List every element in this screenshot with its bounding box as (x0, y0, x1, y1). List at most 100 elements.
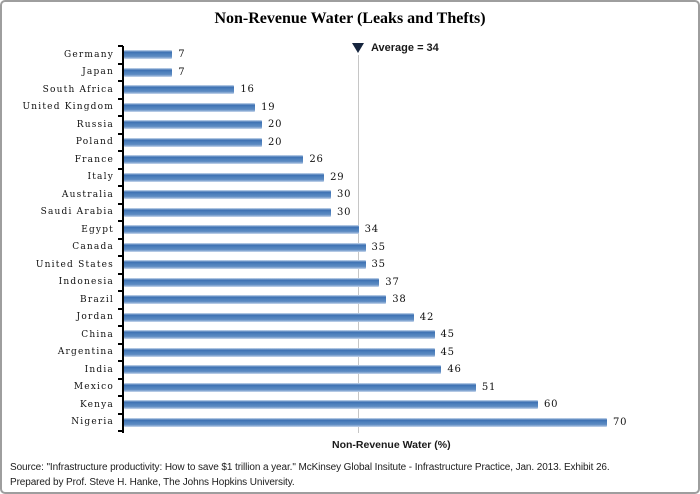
chart-row: Poland 20 (2, 134, 698, 152)
bar (124, 295, 387, 305)
source-text: Source: "Infrastructure productivity: Ho… (10, 462, 610, 473)
value-label: 34 (364, 224, 379, 236)
bar (124, 400, 538, 410)
y-axis-tick (118, 62, 123, 65)
bar (124, 102, 256, 112)
value-label: 19 (261, 101, 276, 113)
bar (124, 260, 366, 270)
bar (124, 67, 173, 77)
chart-row: Nigeria 70 (2, 414, 698, 432)
category-label: India (84, 364, 114, 375)
y-axis-tick (118, 237, 123, 240)
chart-row: France 26 (2, 151, 698, 169)
value-label: 70 (613, 416, 628, 428)
value-label: 16 (240, 84, 255, 96)
category-label: Saudi Arabia (40, 207, 114, 218)
bar (124, 225, 359, 235)
chart-row: Australia 30 (2, 186, 698, 204)
bar-rows: Germany 7 Japan 7 South Africa 16 United Kingd… (2, 46, 698, 432)
category-label: Egypt (81, 224, 114, 235)
value-label: 30 (337, 206, 352, 218)
chart-row: Jordan 42 (2, 309, 698, 327)
chart-row: Egypt 34 (2, 221, 698, 239)
bar (124, 207, 331, 217)
value-label: 35 (371, 241, 386, 253)
y-axis-tick (118, 132, 123, 135)
chart-row: Italy 29 (2, 169, 698, 187)
bar (124, 242, 366, 252)
y-axis-tick (118, 272, 123, 275)
value-label: 20 (268, 119, 283, 131)
bar (124, 155, 304, 165)
value-label: 26 (309, 154, 324, 166)
category-label: South Africa (42, 84, 114, 95)
y-axis-tick (118, 430, 123, 432)
y-axis-tick (118, 412, 123, 415)
footer: Source: "Infrastructure productivity: Ho… (10, 460, 698, 490)
chart-row: United States 35 (2, 256, 698, 274)
y-axis-tick (118, 167, 123, 170)
y-axis-tick (118, 342, 123, 345)
average-annotation-label: Average = 34 (371, 42, 439, 54)
bar (124, 137, 262, 147)
y-axis-tick (118, 80, 123, 82)
category-label: United States (35, 259, 114, 270)
y-axis-line (122, 46, 124, 433)
y-axis-tick (118, 395, 123, 397)
value-label: 35 (371, 259, 386, 271)
x-axis-label: Non-Revenue Water (%) (332, 439, 451, 451)
bar (124, 172, 325, 182)
chart-row: India 46 (2, 361, 698, 379)
category-label: Mexico (73, 382, 114, 393)
chart-row: Germany 7 (2, 46, 698, 64)
y-axis-tick (118, 307, 123, 310)
value-label: 7 (178, 66, 186, 78)
category-label: Russia (76, 119, 114, 130)
chart-row: Brazil 38 (2, 291, 698, 309)
chart-row: South Africa 16 (2, 81, 698, 99)
y-axis-tick (118, 360, 123, 362)
chart-row: Saudi Arabia 30 (2, 204, 698, 222)
category-label: Italy (87, 172, 114, 183)
category-label: Argentina (57, 347, 114, 358)
y-axis-tick (118, 150, 123, 152)
chart-row: Canada 35 (2, 239, 698, 257)
bar (124, 382, 476, 392)
chart-row: United Kingdom 19 (2, 99, 698, 117)
chart-row: Mexico 51 (2, 379, 698, 397)
category-label: Indonesia (58, 277, 114, 288)
chart-row: China 45 (2, 326, 698, 344)
category-label: Japan (82, 67, 114, 78)
y-axis-tick (118, 202, 123, 205)
chart-title: Non-Revenue Water (Leaks and Thefts) (214, 10, 486, 27)
chart-row: Kenya 60 (2, 396, 698, 414)
bar (124, 120, 262, 130)
y-axis-tick (118, 220, 123, 222)
bar (124, 347, 435, 357)
prepared-by-text: Prepared by Prof. Steve H. Hanke, The Jo… (10, 477, 295, 488)
category-label: France (74, 154, 114, 165)
chart-row: Russia 20 (2, 116, 698, 134)
bar (124, 277, 380, 287)
value-label: 7 (178, 49, 186, 61)
y-axis-tick (118, 290, 123, 292)
category-label: United Kingdom (22, 102, 114, 113)
y-axis-tick (118, 255, 123, 257)
category-label: Nigeria (71, 417, 114, 428)
value-label: 37 (385, 276, 400, 288)
bar (124, 50, 173, 60)
category-label: Brazil (80, 294, 114, 305)
value-label: 46 (447, 364, 462, 376)
chart-row: Japan 7 (2, 64, 698, 82)
y-axis-tick (118, 377, 123, 380)
category-label: Australia (61, 189, 114, 200)
bar (124, 417, 607, 427)
y-axis-tick (118, 115, 123, 117)
bar (124, 330, 435, 340)
value-label: 45 (440, 346, 455, 358)
value-label: 45 (440, 329, 455, 341)
bar (124, 190, 331, 200)
value-label: 38 (392, 294, 407, 306)
bar (124, 365, 442, 375)
